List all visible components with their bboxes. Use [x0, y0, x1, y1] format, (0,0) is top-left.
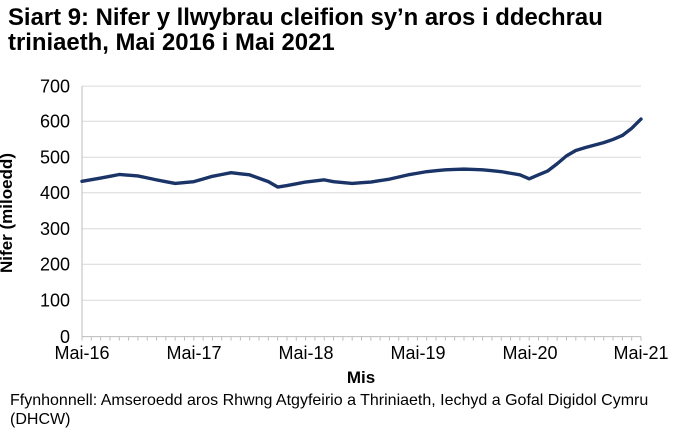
svg-text:Mai-19: Mai-19 [390, 343, 445, 363]
svg-text:Mai-21: Mai-21 [613, 343, 668, 363]
svg-text:Mai-20: Mai-20 [502, 343, 557, 363]
svg-text:600: 600 [40, 112, 70, 132]
svg-text:700: 700 [40, 76, 70, 96]
svg-text:500: 500 [40, 148, 70, 168]
svg-text:100: 100 [40, 290, 70, 310]
svg-text:Mis: Mis [347, 368, 375, 387]
svg-text:Mai-18: Mai-18 [278, 343, 333, 363]
svg-text:Mai-16: Mai-16 [54, 343, 109, 363]
svg-text:400: 400 [40, 183, 70, 203]
svg-text:200: 200 [40, 254, 70, 274]
svg-text:300: 300 [40, 219, 70, 239]
svg-text:Mai-17: Mai-17 [166, 343, 221, 363]
svg-text:Nifer (miloedd): Nifer (miloedd) [0, 153, 16, 273]
